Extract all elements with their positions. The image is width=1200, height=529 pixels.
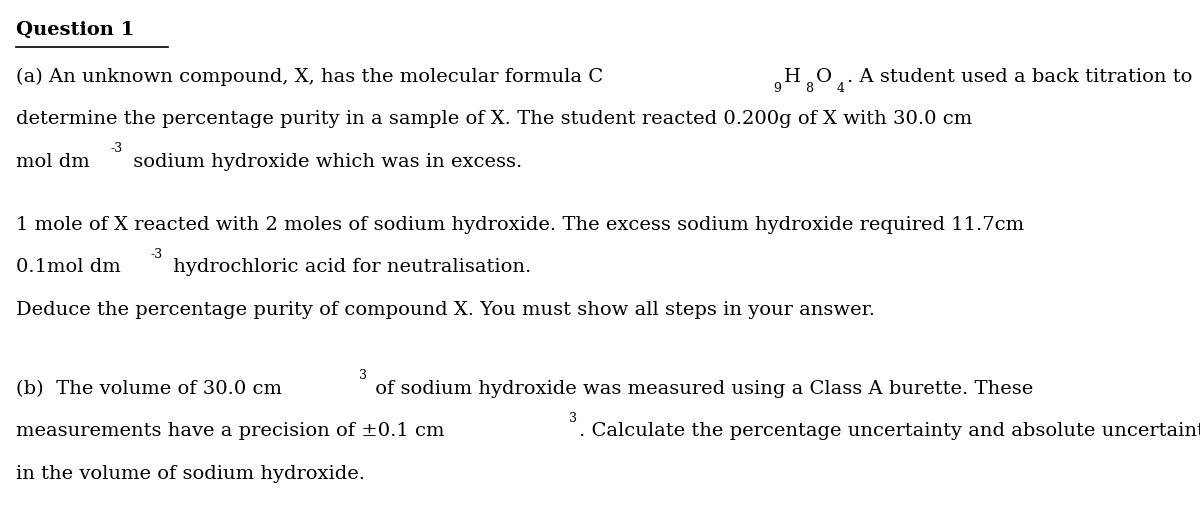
Text: . A student used a back titration to: . A student used a back titration to: [847, 68, 1193, 86]
Text: mol dm: mol dm: [16, 153, 89, 171]
Text: (b)  The volume of 30.0 cm: (b) The volume of 30.0 cm: [16, 380, 282, 398]
Text: in the volume of sodium hydroxide.: in the volume of sodium hydroxide.: [16, 465, 365, 483]
Text: measurements have a precision of ±0.1 cm: measurements have a precision of ±0.1 cm: [16, 423, 444, 441]
Text: 1 mole of X reacted with 2 moles of sodium hydroxide. The excess sodium hydroxid: 1 mole of X reacted with 2 moles of sodi…: [16, 216, 1024, 234]
Text: 0.1mol dm: 0.1mol dm: [16, 259, 120, 277]
Text: hydrochloric acid for neutralisation.: hydrochloric acid for neutralisation.: [167, 259, 530, 277]
Text: 3: 3: [359, 369, 367, 382]
Text: -3: -3: [151, 248, 163, 261]
Text: -3: -3: [110, 142, 124, 155]
Text: 9: 9: [773, 81, 781, 95]
Text: Question 1: Question 1: [16, 21, 134, 39]
Text: (a) An unknown compound, X, has the molecular formula C: (a) An unknown compound, X, has the mole…: [16, 68, 602, 86]
Text: determine the percentage purity in a sample of X. The student reacted 0.200g of : determine the percentage purity in a sam…: [16, 111, 972, 129]
Text: . Calculate the percentage uncertainty and absolute uncertainty: . Calculate the percentage uncertainty a…: [578, 423, 1200, 441]
Text: O: O: [816, 68, 832, 86]
Text: H: H: [784, 68, 800, 86]
Text: Deduce the percentage purity of compound X. You must show all steps in your answ: Deduce the percentage purity of compound…: [16, 301, 875, 319]
Text: 3: 3: [569, 412, 577, 425]
Text: sodium hydroxide which was in excess.: sodium hydroxide which was in excess.: [126, 153, 522, 171]
Text: 4: 4: [836, 81, 845, 95]
Text: of sodium hydroxide was measured using a Class A burette. These: of sodium hydroxide was measured using a…: [370, 380, 1033, 398]
Text: 8: 8: [805, 81, 814, 95]
